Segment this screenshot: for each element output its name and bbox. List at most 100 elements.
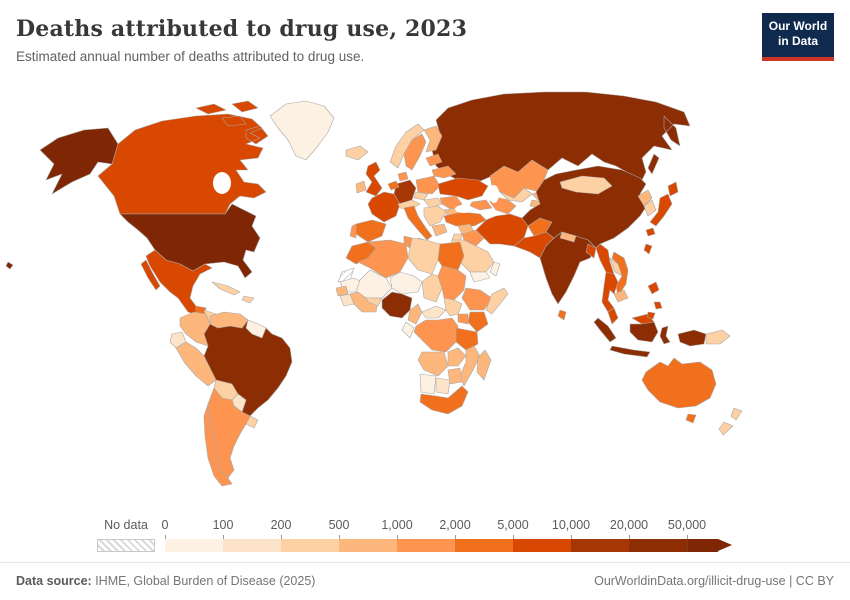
owid-logo[interactable]: Our World in Data bbox=[762, 13, 834, 61]
country-south-africa[interactable] bbox=[419, 385, 469, 415]
legend-bin-0-100[interactable] bbox=[165, 539, 223, 552]
legend-bin->50,000[interactable] bbox=[687, 539, 718, 552]
country-cameroon[interactable] bbox=[407, 303, 423, 325]
legend-bin-1,000-2,000[interactable] bbox=[397, 539, 455, 552]
country-poland[interactable] bbox=[415, 175, 441, 195]
country-bangladesh[interactable] bbox=[585, 243, 597, 259]
country-belarus[interactable] bbox=[431, 165, 457, 179]
legend-bin-2,000-5,000[interactable] bbox=[455, 539, 513, 552]
country-sudan[interactable] bbox=[437, 265, 467, 301]
legend-tick-label: 5,000 bbox=[497, 518, 529, 532]
country-senegal[interactable] bbox=[335, 285, 349, 297]
country-balkans[interactable] bbox=[423, 205, 447, 227]
legend-tick-label: 20,000 bbox=[609, 518, 649, 532]
country-greenland[interactable] bbox=[269, 100, 335, 161]
country-spain[interactable] bbox=[355, 219, 387, 243]
no-data-swatch[interactable] bbox=[97, 539, 155, 552]
legend-bin-5,000-10,000[interactable] bbox=[513, 539, 571, 552]
legend-tick-mark bbox=[397, 535, 398, 539]
country-botswana[interactable] bbox=[435, 377, 451, 395]
legend-bin-500-1,000[interactable] bbox=[339, 539, 397, 552]
country-caucasus[interactable] bbox=[469, 199, 493, 211]
country-cambodia[interactable] bbox=[613, 289, 629, 303]
legend-tick-label: 100 bbox=[212, 518, 234, 532]
country-ireland[interactable] bbox=[355, 180, 367, 194]
country-baltics[interactable] bbox=[425, 153, 443, 167]
page-subtitle: Estimated annual number of deaths attrib… bbox=[16, 49, 365, 64]
legend-bin-20,000-50,000[interactable] bbox=[629, 539, 687, 552]
legend-bin-10,000-20,000[interactable] bbox=[571, 539, 629, 552]
country-usa-hawaii[interactable] bbox=[5, 261, 14, 270]
country-namibia[interactable] bbox=[419, 373, 437, 395]
country-drc[interactable] bbox=[413, 317, 459, 353]
country-kenya[interactable] bbox=[467, 311, 489, 333]
country-united-kingdom[interactable] bbox=[365, 161, 383, 197]
legend-tick-mark bbox=[455, 535, 456, 539]
country-niger[interactable] bbox=[389, 271, 423, 295]
country-mongolia[interactable] bbox=[559, 175, 613, 195]
country-australia[interactable] bbox=[641, 357, 717, 424]
country-finland[interactable] bbox=[423, 125, 443, 153]
country-south-korea[interactable] bbox=[643, 199, 657, 217]
country-hispaniola[interactable] bbox=[241, 295, 255, 304]
country-iraq[interactable] bbox=[461, 229, 485, 247]
legend-no-data[interactable]: No data bbox=[97, 518, 155, 552]
country-madagascar[interactable] bbox=[476, 349, 492, 381]
country-south-sudan[interactable] bbox=[443, 297, 463, 317]
country-zambia[interactable] bbox=[447, 347, 467, 367]
country-taiwan[interactable] bbox=[643, 243, 653, 255]
country-uganda[interactable] bbox=[457, 313, 469, 325]
country-canada[interactable] bbox=[97, 100, 269, 215]
country-usa-alaska[interactable] bbox=[39, 127, 119, 195]
country-guianas[interactable] bbox=[245, 319, 267, 339]
legend-bin-100-200[interactable] bbox=[223, 539, 281, 552]
country-philippines[interactable] bbox=[646, 281, 663, 320]
country-venezuela[interactable] bbox=[209, 311, 249, 329]
black-sea bbox=[455, 205, 473, 213]
page-title: Deaths attributed to drug use, 2023 bbox=[16, 16, 468, 42]
country-iceland[interactable] bbox=[345, 145, 369, 161]
country-gabon-congo[interactable] bbox=[401, 321, 415, 339]
country-japan[interactable] bbox=[645, 181, 679, 237]
country-zimbabwe[interactable] bbox=[447, 367, 463, 385]
legend-tick-mark bbox=[629, 535, 630, 539]
country-new-zealand[interactable] bbox=[718, 407, 743, 436]
caspian-sea bbox=[489, 185, 499, 203]
country-yemen[interactable] bbox=[469, 271, 491, 283]
owid-cc-link[interactable]: OurWorldinData.org/illicit-drug-use | CC… bbox=[594, 574, 834, 588]
country-india[interactable] bbox=[539, 231, 597, 305]
country-france[interactable] bbox=[367, 191, 401, 223]
country-somalia[interactable] bbox=[485, 287, 509, 315]
country-libya[interactable] bbox=[407, 237, 441, 275]
country-nepal[interactable] bbox=[559, 231, 577, 243]
country-nigeria[interactable] bbox=[381, 291, 413, 319]
legend-tick-mark bbox=[281, 535, 282, 539]
country-colombia[interactable] bbox=[179, 311, 211, 347]
owid-logo-line2: in Data bbox=[777, 34, 818, 48]
country-oman[interactable] bbox=[489, 261, 501, 277]
country-russia[interactable] bbox=[431, 91, 691, 185]
country-central-african-republic[interactable] bbox=[421, 305, 447, 319]
country-usa[interactable] bbox=[119, 203, 261, 279]
country-benelux[interactable] bbox=[387, 180, 400, 191]
country-portugal[interactable] bbox=[349, 223, 357, 239]
country-greece[interactable] bbox=[431, 223, 448, 237]
country-sri-lanka[interactable] bbox=[557, 309, 567, 321]
country-ukraine[interactable] bbox=[437, 177, 489, 201]
country-burkina-faso[interactable] bbox=[365, 297, 383, 307]
country-laos[interactable] bbox=[609, 257, 623, 277]
country-peru[interactable] bbox=[175, 341, 217, 387]
country-vietnam[interactable] bbox=[611, 251, 629, 297]
country-thailand[interactable] bbox=[601, 271, 619, 313]
country-denmark[interactable] bbox=[397, 171, 409, 182]
country-cuba[interactable] bbox=[211, 281, 241, 296]
country-papua-new-guinea[interactable] bbox=[705, 329, 731, 345]
country-chile[interactable] bbox=[203, 403, 233, 487]
country-sweden[interactable] bbox=[403, 133, 427, 171]
country-north-korea[interactable] bbox=[637, 189, 653, 207]
country-angola[interactable] bbox=[417, 351, 449, 377]
country-mozambique[interactable] bbox=[459, 345, 481, 387]
country-myanmar[interactable] bbox=[595, 243, 615, 275]
country-indonesia[interactable] bbox=[593, 317, 707, 358]
legend-bin-200-500[interactable] bbox=[281, 539, 339, 552]
